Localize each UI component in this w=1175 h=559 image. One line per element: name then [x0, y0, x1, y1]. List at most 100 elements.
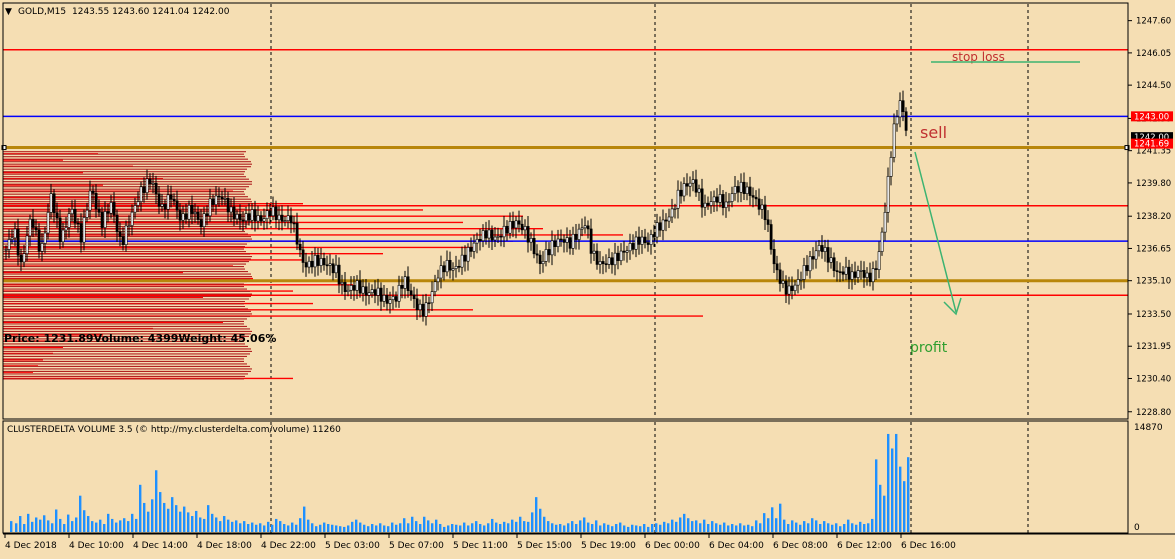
- volume-bar: [191, 516, 194, 532]
- volume-bar: [387, 526, 390, 532]
- candle-body: [322, 258, 326, 266]
- volume-bar: [343, 526, 346, 532]
- volume-bar: [135, 518, 138, 532]
- volume-bar: [463, 522, 466, 532]
- candle-body: [565, 237, 569, 243]
- candle-body: [439, 265, 443, 279]
- target-arrow-shaft[interactable]: [914, 151, 957, 313]
- candle-body: [433, 281, 437, 292]
- candle-body: [160, 203, 164, 207]
- candle-body: [436, 277, 440, 283]
- volume-bar: [215, 517, 218, 532]
- volume-bar: [691, 521, 694, 532]
- volume-bar: [311, 523, 314, 532]
- level-handle[interactable]: [1, 145, 7, 151]
- volume-bar: [747, 524, 750, 532]
- volume-bar: [619, 522, 622, 532]
- candle-body: [496, 235, 500, 238]
- candle-body: [829, 257, 833, 263]
- candle-body: [859, 270, 863, 272]
- candle-body: [853, 271, 857, 278]
- volume-bar: [183, 506, 186, 532]
- candle-body: [118, 231, 122, 237]
- candle-body: [148, 178, 152, 185]
- volume-bar: [103, 524, 106, 532]
- candle-body: [79, 223, 83, 243]
- price-tag: [1131, 138, 1173, 149]
- candle-body: [544, 249, 548, 262]
- candle-body: [190, 205, 194, 214]
- volume-bar: [803, 521, 806, 532]
- candle-body: [13, 228, 17, 239]
- volume-bar: [883, 495, 886, 532]
- volume-bar: [419, 524, 422, 532]
- volume-bar: [479, 524, 482, 532]
- candle-body: [367, 292, 371, 296]
- candle-body: [598, 261, 602, 265]
- candle-body: [19, 254, 23, 263]
- volume-bar: [635, 525, 638, 532]
- volume-bar: [663, 521, 666, 532]
- volume-bar: [319, 524, 322, 532]
- volume-bar: [567, 523, 570, 532]
- candle-body: [793, 284, 797, 291]
- candle-body: [538, 254, 542, 265]
- volume-bar: [523, 521, 526, 532]
- volume-bar: [847, 519, 850, 532]
- price-tag: [1131, 111, 1173, 122]
- candle-body: [25, 235, 29, 254]
- chevron-down-icon[interactable]: ▼: [5, 7, 12, 17]
- profile-price-label: Price: 1231.89Volume: 4399Weight: 45.06%: [4, 332, 276, 345]
- candle-body: [397, 285, 401, 302]
- candle-body: [355, 280, 359, 291]
- candle-body: [499, 235, 503, 238]
- time-axis-label: 5 Dec 15:00: [517, 541, 572, 551]
- volume-bar: [735, 525, 738, 532]
- price-axis-label: 1241.35: [1136, 147, 1171, 157]
- volume-bar: [431, 523, 434, 532]
- volume-bar: [667, 523, 670, 532]
- candle-body: [484, 230, 488, 239]
- volume-bar: [351, 521, 354, 532]
- candle-body: [421, 303, 425, 317]
- candle-body: [391, 296, 395, 301]
- volume-bar: [659, 524, 662, 532]
- volume-bar: [679, 517, 682, 532]
- candle-body: [172, 198, 176, 202]
- time-axis-label: 6 Dec 08:00: [773, 541, 828, 551]
- volume-bar: [683, 513, 686, 532]
- candle-body: [205, 213, 209, 217]
- candle-body: [664, 219, 668, 222]
- candle-body: [394, 296, 398, 302]
- volume-bar: [447, 525, 450, 532]
- volume-bar: [759, 523, 762, 532]
- volume-bar: [83, 510, 86, 532]
- candle-body: [115, 214, 119, 233]
- volume-bar: [203, 518, 206, 532]
- candle-body: [412, 294, 416, 300]
- candle-body: [229, 206, 233, 213]
- candle-body: [877, 251, 881, 270]
- candle-body: [97, 208, 101, 213]
- volume-bar: [815, 520, 818, 532]
- candle-body: [841, 271, 845, 275]
- candle-body: [589, 228, 593, 254]
- candle-body: [241, 219, 245, 222]
- candle-body: [199, 219, 203, 227]
- volume-bar: [155, 470, 158, 532]
- candle-body: [22, 253, 26, 263]
- candle-body: [403, 276, 407, 289]
- candle-body: [844, 266, 848, 275]
- candle-body: [889, 157, 893, 177]
- candle-body: [319, 258, 323, 266]
- volume-bar: [559, 524, 562, 532]
- volume-bar: [895, 433, 898, 532]
- candle-body: [691, 179, 695, 184]
- volume-bar: [107, 513, 110, 532]
- volume-bar: [307, 519, 310, 532]
- level-handle[interactable]: [1124, 145, 1130, 151]
- candle-body: [523, 226, 527, 231]
- price-axis-label: 1239.80: [1136, 179, 1171, 189]
